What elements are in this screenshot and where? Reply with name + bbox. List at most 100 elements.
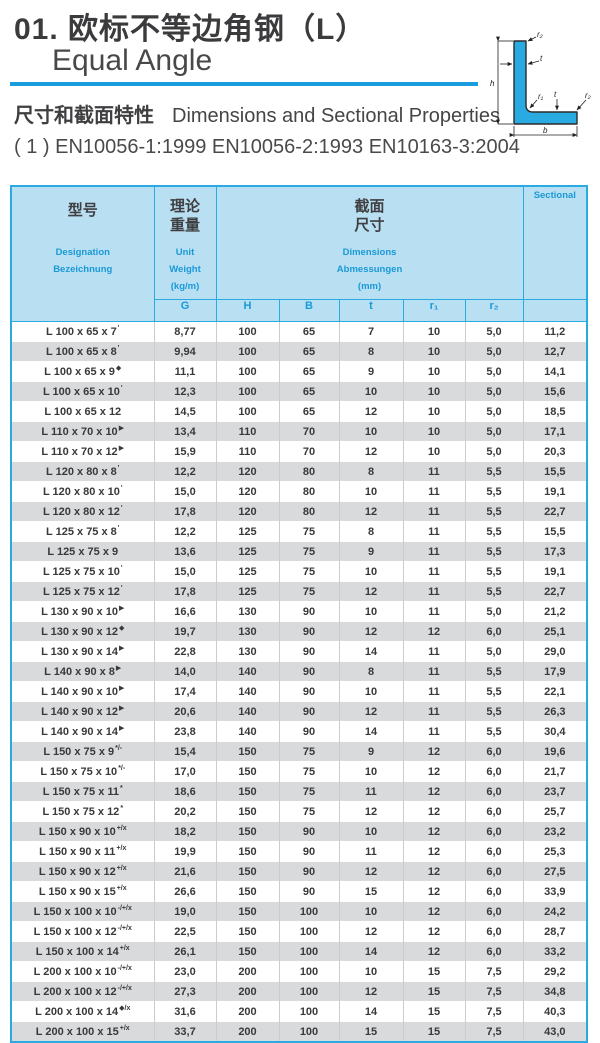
cell-r1: 12 — [402, 901, 466, 922]
cell-g: 26,1 — [153, 941, 217, 962]
footnote-mark: ▶ — [118, 424, 125, 432]
cell-r2: 5,5 — [464, 541, 524, 562]
cell-h: 120 — [215, 481, 280, 502]
designation-cell: L 200 x 100 x 14◆/x — [10, 1001, 155, 1022]
cell-r1: 11 — [402, 661, 466, 682]
cell-g: 14,5 — [153, 401, 217, 422]
blue-divider-line — [10, 82, 478, 86]
cell-r1: 12 — [402, 781, 466, 802]
cell-t: 12 — [338, 441, 404, 462]
subtitle-en: Dimensions and Sectional Properties — [172, 105, 500, 127]
cell-a: 18,5 — [522, 401, 588, 422]
cell-t: 7 — [338, 321, 404, 342]
cell-r2: 7,5 — [464, 1001, 524, 1022]
cell-r2: 6,0 — [464, 861, 524, 882]
cell-a: 19,1 — [522, 561, 588, 582]
cell-g: 11,1 — [153, 361, 217, 382]
cell-g: 17,8 — [153, 501, 217, 522]
cell-b: 75 — [278, 561, 340, 582]
cell-g: 14,0 — [153, 661, 217, 682]
cell-h: 100 — [215, 381, 280, 402]
footnote-mark: -/+/x — [117, 924, 132, 932]
cell-a: 25,7 — [522, 801, 588, 822]
cell-g: 13,6 — [153, 541, 217, 562]
cell-g: 18,2 — [153, 821, 217, 842]
cell-b: 100 — [278, 921, 340, 942]
cell-h: 140 — [215, 661, 280, 682]
cell-r1: 11 — [402, 521, 466, 542]
cell-g: 15,9 — [153, 441, 217, 462]
cell-r1: 12 — [402, 941, 466, 962]
cell-b: 90 — [278, 661, 340, 682]
table-row: L 120 x 80 x 8' 12,2 120 80 8 11 5,5 15,5 — [10, 461, 588, 482]
footnote-mark: -/+/x — [117, 984, 132, 992]
cell-r1: 10 — [402, 361, 466, 382]
cell-h: 100 — [215, 341, 280, 362]
cell-a: 33,2 — [522, 941, 588, 962]
table-row: L 150 x 100 x 12-/+/x 22,5 150 100 12 12 6,0 28… — [10, 921, 588, 942]
cell-r1: 11 — [402, 481, 466, 502]
cell-t: 14 — [338, 1001, 404, 1022]
cell-t: 9 — [338, 741, 404, 762]
cell-g: 17,0 — [153, 761, 217, 782]
cell-r2: 6,0 — [464, 781, 524, 802]
designation-cell: L 140 x 90 x 8▶ — [10, 661, 155, 682]
cell-g: 18,6 — [153, 781, 217, 802]
cell-t: 15 — [338, 1021, 404, 1042]
cell-h: 130 — [215, 641, 280, 662]
cell-b: 90 — [278, 681, 340, 702]
cell-a: 27,5 — [522, 861, 588, 882]
cell-t: 10 — [338, 561, 404, 582]
cell-g: 12,3 — [153, 381, 217, 402]
table-row: L 125 x 75 x 12' 17,8 125 75 12 11 5,5 22,7 — [10, 581, 588, 602]
footnote-mark: ▶ — [118, 604, 125, 612]
subtitle-zh: 尺寸和截面特性 — [14, 105, 154, 127]
header-dimensions: 截面 尺寸 Dimensions Abmessungen (mm) — [215, 185, 524, 300]
angle-profile-shape — [513, 40, 578, 125]
cell-h: 100 — [215, 321, 280, 342]
cell-r1: 10 — [402, 421, 466, 442]
header-designation: 型号 Designation Bezeichnung — [10, 185, 155, 322]
cell-t: 12 — [338, 621, 404, 642]
cell-g: 26,6 — [153, 881, 217, 902]
cell-b: 90 — [278, 881, 340, 902]
footnote-mark: ▶ — [118, 704, 125, 712]
designation-cell: L 100 x 65 x 7' — [10, 321, 155, 342]
footnote-mark: ' — [117, 344, 120, 352]
cell-t: 12 — [338, 701, 404, 722]
designation-cell: L 100 x 65 x 10' — [10, 381, 155, 402]
cell-g: 19,0 — [153, 901, 217, 922]
cell-h: 150 — [215, 861, 280, 882]
cell-b: 90 — [278, 701, 340, 722]
footnote-mark: ' — [120, 484, 123, 492]
cell-b: 100 — [278, 941, 340, 962]
cell-h: 150 — [215, 801, 280, 822]
cell-g: 17,8 — [153, 581, 217, 602]
table-row: L 150 x 90 x 15+/x 26,6 150 90 15 12 6,0 33,9 — [10, 881, 588, 902]
cell-h: 125 — [215, 541, 280, 562]
cell-t: 10 — [338, 381, 404, 402]
cell-b: 90 — [278, 861, 340, 882]
cell-a: 34,8 — [522, 981, 588, 1002]
cell-a: 21,2 — [522, 601, 588, 622]
footnote-mark: ▶ — [118, 684, 125, 692]
cell-r1: 10 — [402, 341, 466, 362]
cell-r2: 6,0 — [464, 901, 524, 922]
table-row: L 150 x 100 x 14+/x 26,1 150 100 14 12 6,0 33,2 — [10, 941, 588, 962]
diagram-label-t-top: t — [540, 54, 543, 63]
cell-r1: 12 — [402, 821, 466, 842]
designation-cell: L 150 x 75 x 11* — [10, 781, 155, 802]
cell-a: 15,5 — [522, 461, 588, 482]
designation-cell: L 150 x 100 x 14+/x — [10, 941, 155, 962]
diagram-label-r2-right: r₂ — [585, 91, 591, 100]
cell-h: 140 — [215, 701, 280, 722]
cell-b: 100 — [278, 961, 340, 982]
footnote-mark: ▶ — [118, 644, 125, 652]
footnote-mark: +/x — [116, 864, 127, 872]
cell-a: 43,0 — [522, 1021, 588, 1042]
designation-cell: L 120 x 80 x 8' — [10, 461, 155, 482]
cell-b: 90 — [278, 721, 340, 742]
cell-a: 22,1 — [522, 681, 588, 702]
footnote-mark: ▶ — [118, 724, 125, 732]
cell-t: 14 — [338, 641, 404, 662]
